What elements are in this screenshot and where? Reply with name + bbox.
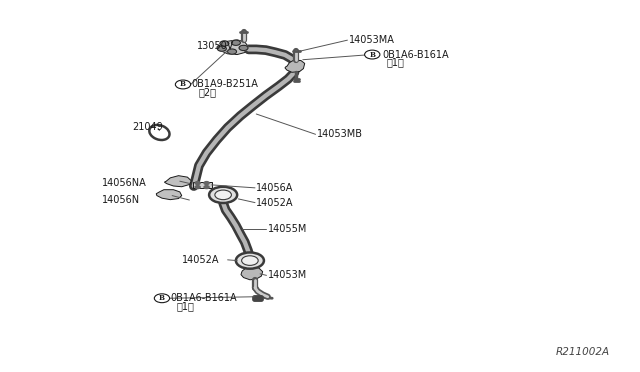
Text: 13050V: 13050V: [196, 41, 234, 51]
Text: 14052A: 14052A: [256, 198, 294, 208]
Circle shape: [228, 49, 237, 54]
Text: 14056A: 14056A: [256, 183, 294, 193]
Text: B: B: [159, 294, 165, 302]
Text: 0B1A6-B161A: 0B1A6-B161A: [170, 293, 237, 303]
Circle shape: [175, 80, 191, 89]
Circle shape: [195, 186, 200, 189]
Circle shape: [236, 253, 264, 269]
Circle shape: [232, 40, 241, 45]
Text: 0B1A9-B251A: 0B1A9-B251A: [191, 80, 258, 89]
Polygon shape: [217, 40, 248, 55]
Text: 14052A: 14052A: [182, 255, 220, 265]
Polygon shape: [285, 61, 305, 72]
Polygon shape: [156, 190, 182, 200]
Text: 14053MB: 14053MB: [317, 129, 363, 139]
Circle shape: [218, 46, 227, 51]
Text: R211002A: R211002A: [556, 347, 610, 357]
Circle shape: [209, 187, 237, 203]
Circle shape: [204, 186, 209, 189]
Circle shape: [215, 190, 232, 200]
Text: 14056NA: 14056NA: [102, 179, 147, 188]
Text: 14056N: 14056N: [102, 195, 140, 205]
Polygon shape: [241, 266, 262, 280]
Circle shape: [239, 45, 248, 51]
Text: 14055M: 14055M: [268, 224, 307, 234]
Circle shape: [195, 182, 200, 185]
Polygon shape: [164, 176, 191, 187]
Polygon shape: [193, 182, 212, 188]
Text: B: B: [180, 80, 186, 89]
Text: B: B: [369, 51, 375, 58]
Circle shape: [365, 50, 380, 59]
Circle shape: [220, 41, 229, 46]
Text: （1）: （1）: [387, 57, 404, 67]
Circle shape: [204, 182, 209, 185]
Text: （1）: （1）: [177, 301, 195, 311]
Text: 0B1A6-B161A: 0B1A6-B161A: [383, 49, 449, 60]
Circle shape: [154, 294, 170, 303]
Text: 14053M: 14053M: [268, 270, 307, 280]
Text: 21049: 21049: [132, 122, 163, 132]
Text: 14053MA: 14053MA: [349, 35, 394, 45]
Circle shape: [242, 256, 258, 265]
Text: （2）: （2）: [199, 87, 217, 97]
